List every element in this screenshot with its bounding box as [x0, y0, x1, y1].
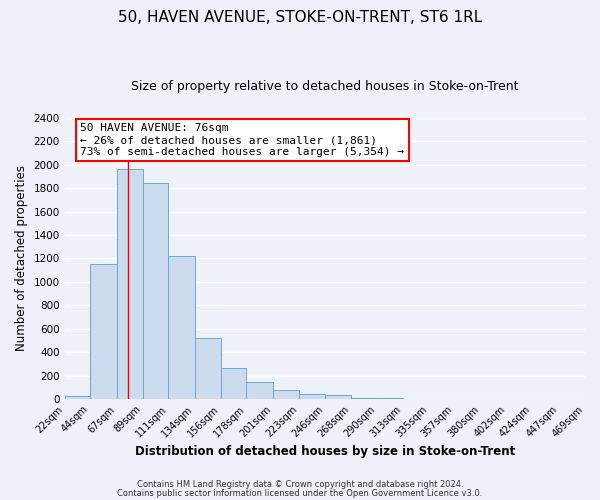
Bar [221, 368, 246, 399]
Bar [377, 398, 403, 399]
Text: 50, HAVEN AVENUE, STOKE-ON-TRENT, ST6 1RL: 50, HAVEN AVENUE, STOKE-ON-TRENT, ST6 1R… [118, 10, 482, 25]
Bar [299, 394, 325, 399]
Bar [65, 396, 90, 399]
Bar [325, 395, 351, 399]
Bar [168, 256, 195, 399]
Bar [246, 382, 273, 399]
Bar [195, 338, 221, 399]
X-axis label: Distribution of detached houses by size in Stoke-on-Trent: Distribution of detached houses by size … [135, 444, 515, 458]
Bar [273, 390, 299, 399]
Bar [351, 398, 377, 399]
Bar [143, 184, 168, 399]
Bar [403, 398, 429, 399]
Y-axis label: Number of detached properties: Number of detached properties [15, 166, 28, 352]
Text: Contains HM Land Registry data © Crown copyright and database right 2024.: Contains HM Land Registry data © Crown c… [137, 480, 463, 489]
Text: Contains public sector information licensed under the Open Government Licence v3: Contains public sector information licen… [118, 488, 482, 498]
Text: 50 HAVEN AVENUE: 76sqm
← 26% of detached houses are smaller (1,861)
73% of semi-: 50 HAVEN AVENUE: 76sqm ← 26% of detached… [80, 124, 404, 156]
Bar [90, 264, 117, 399]
Bar [117, 170, 143, 399]
Title: Size of property relative to detached houses in Stoke-on-Trent: Size of property relative to detached ho… [131, 80, 518, 93]
